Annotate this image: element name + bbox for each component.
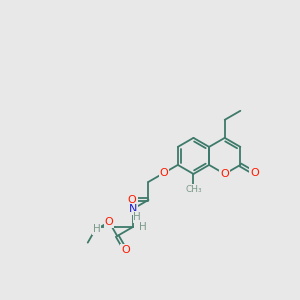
Text: O: O [250, 168, 259, 178]
Text: O: O [220, 169, 229, 179]
Text: O: O [121, 245, 130, 255]
Text: H: H [93, 224, 101, 234]
Text: O: O [105, 217, 113, 227]
Text: H: H [139, 222, 147, 232]
Text: H: H [134, 212, 141, 222]
Text: O: O [160, 168, 169, 178]
Text: N: N [129, 204, 137, 214]
Text: O: O [128, 195, 136, 205]
Text: CH₃: CH₃ [185, 185, 202, 194]
